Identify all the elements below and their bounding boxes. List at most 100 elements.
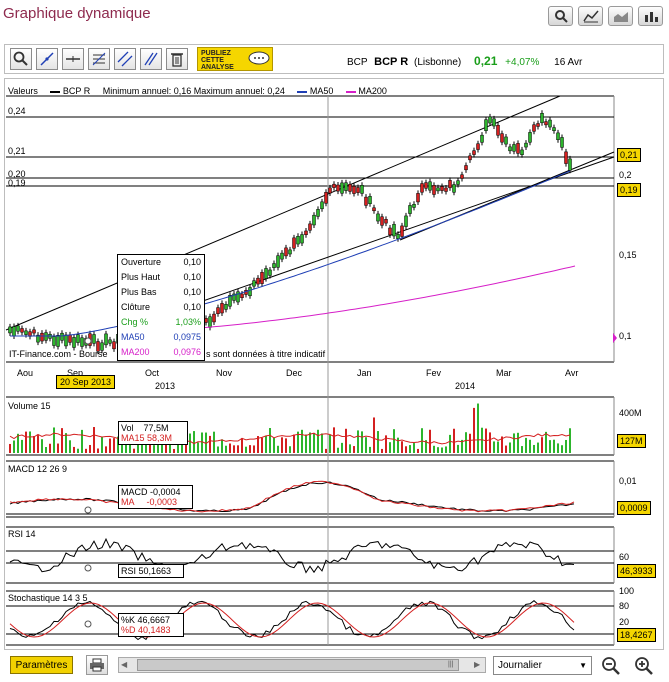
bar-chart-button[interactable] xyxy=(638,6,663,26)
volume-bar xyxy=(109,438,111,453)
ohlc-tooltip: Ouverture 0,10 Plus Haut 0,10 Plus Bas 0,10… xyxy=(117,254,205,361)
volume-bar xyxy=(405,446,407,453)
candle-body xyxy=(356,187,360,193)
stoch-k-line xyxy=(9,600,575,641)
candle-body xyxy=(432,185,436,195)
month-apr: Avr xyxy=(565,368,579,378)
candle-body xyxy=(528,132,532,143)
publish-analysis-button[interactable]: PUBLIEZ CETTE ANALYSE xyxy=(197,47,273,71)
volume-bar xyxy=(345,428,347,453)
stock-symbol: BCP R xyxy=(374,56,409,68)
candle-body xyxy=(60,332,64,341)
volume-bar xyxy=(273,437,275,453)
zoom-tool[interactable] xyxy=(10,48,32,70)
candle-body xyxy=(556,132,560,140)
chart-area[interactable] xyxy=(4,78,664,650)
volume-bar xyxy=(321,433,323,453)
candle-body xyxy=(64,334,68,347)
volume-bar xyxy=(369,446,371,453)
period-select[interactable]: Journalier ▼ xyxy=(493,656,592,675)
tooltip-row: Chg % 1,03% xyxy=(118,315,204,330)
horizontal-line-tool[interactable] xyxy=(62,48,84,70)
volume-bar xyxy=(229,443,231,453)
month-oct: Oct xyxy=(145,368,160,378)
tooltip-row: Plus Bas 0,10 xyxy=(118,285,204,300)
candle-body xyxy=(360,185,364,194)
volume-bar xyxy=(41,439,43,453)
macd-tick: 0,01 xyxy=(619,476,637,486)
volume-bar xyxy=(449,434,451,453)
volume-bar xyxy=(545,431,547,453)
volume-bar xyxy=(413,443,415,453)
candle-body xyxy=(276,255,280,268)
timeline-scrollbar[interactable]: ◀ ||| ▶ xyxy=(118,657,486,673)
candle-body xyxy=(480,134,484,143)
candle-body xyxy=(332,183,336,188)
candle-body xyxy=(500,133,504,143)
volume-bar xyxy=(9,443,11,453)
volume-bar xyxy=(29,431,31,453)
parameters-button[interactable]: Paramètres xyxy=(10,656,73,674)
candle-body xyxy=(296,236,300,245)
candle-body xyxy=(372,207,376,212)
candle-body xyxy=(444,187,448,192)
candle-body xyxy=(264,268,268,279)
candle-body xyxy=(320,201,324,210)
cursor-marker xyxy=(84,506,92,514)
candle-body xyxy=(112,341,116,350)
candle-body xyxy=(216,307,220,314)
month-feb: Fev xyxy=(426,368,442,378)
level-label-2: 0,21 xyxy=(8,146,26,156)
candle-body xyxy=(16,325,20,332)
parallel-lines-tool[interactable] xyxy=(140,48,162,70)
volume-bar xyxy=(537,442,539,453)
volume-bar xyxy=(33,436,35,453)
delete-tool[interactable] xyxy=(166,48,188,70)
area-chart-button[interactable] xyxy=(608,6,633,26)
volume-bar xyxy=(225,445,227,453)
volume-bar xyxy=(89,444,91,453)
volume-bar xyxy=(177,442,179,453)
tooltip-row: Clôture 0,10 xyxy=(118,300,204,315)
candle-body xyxy=(568,158,572,171)
fibonacci-tool[interactable] xyxy=(88,48,110,70)
volume-bar xyxy=(389,442,391,453)
line-chart-button[interactable] xyxy=(578,6,603,26)
zoom-out-button[interactable] xyxy=(599,655,623,677)
volume-bar xyxy=(257,436,259,453)
macd-ma-label: MA xyxy=(121,497,135,507)
zoom-button[interactable] xyxy=(548,6,573,26)
candle-body xyxy=(68,334,72,343)
candle-body xyxy=(540,113,544,124)
legend-symbol: BCP R xyxy=(62,86,91,96)
magnifier-icon xyxy=(554,10,568,23)
bottom-bar: Paramètres ◀ ||| ▶ Journalier ▼ xyxy=(4,653,664,681)
tooltip-value: 0,10 xyxy=(183,287,201,297)
candle-body xyxy=(288,249,292,255)
vol-label: Vol xyxy=(121,423,134,433)
volume-bar xyxy=(377,431,379,453)
volume-bar xyxy=(81,429,83,453)
candle-body xyxy=(76,334,80,343)
scroll-thumb[interactable]: ||| xyxy=(137,659,459,671)
candle-body xyxy=(460,174,464,179)
channel-tool[interactable] xyxy=(114,48,136,70)
scroll-left-arrow[interactable]: ◀ xyxy=(121,660,128,669)
rsi-tick: 60 xyxy=(619,552,630,562)
main-price-chart xyxy=(5,95,617,628)
macd-ma-value: -0,0003 xyxy=(146,497,178,507)
candle-body xyxy=(396,233,400,239)
volume-bar xyxy=(481,427,483,453)
candle-body xyxy=(52,336,56,346)
scroll-right-arrow[interactable]: ▶ xyxy=(474,660,481,669)
candle-body xyxy=(496,124,500,136)
candle-body xyxy=(436,187,440,192)
candle-body xyxy=(72,337,76,348)
stoch-tick-20: 20 xyxy=(619,617,630,627)
candle-body xyxy=(268,269,272,276)
trendline-tool[interactable] xyxy=(36,48,58,70)
y-tick-2: 0,15 xyxy=(619,250,637,260)
print-button[interactable] xyxy=(86,655,108,675)
volume-bar xyxy=(125,442,127,453)
zoom-in-button[interactable] xyxy=(632,655,656,677)
